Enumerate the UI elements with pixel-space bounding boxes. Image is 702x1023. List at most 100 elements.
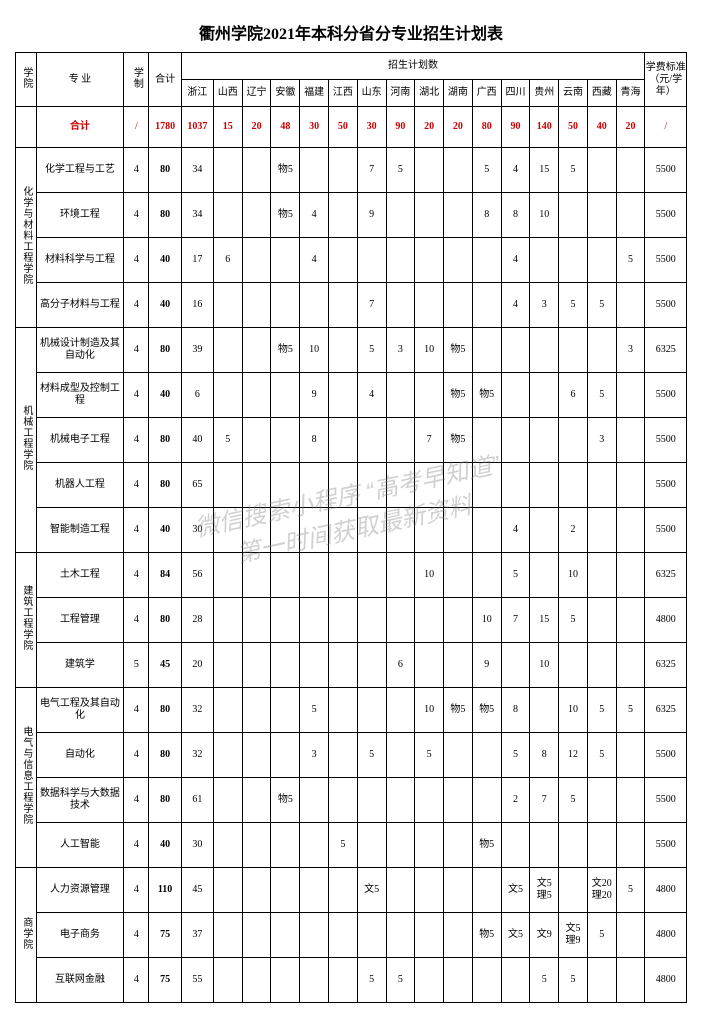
data-cell — [328, 778, 357, 823]
data-cell — [328, 373, 357, 418]
data-cell: 8 — [530, 733, 559, 778]
data-cell: 5 — [587, 913, 616, 958]
total-cell: 40 — [149, 283, 181, 328]
data-cell — [559, 823, 588, 868]
data-cell — [472, 778, 501, 823]
major-cell: 人工智能 — [36, 823, 123, 868]
data-cell: 物5 — [271, 778, 300, 823]
fee-cell: 5500 — [645, 733, 687, 778]
data-cell: 10 — [530, 193, 559, 238]
fee-cell: 4800 — [645, 598, 687, 643]
data-cell: 10 — [415, 328, 444, 373]
data-cell — [587, 598, 616, 643]
data-cell: 10 — [415, 553, 444, 598]
data-cell: 7 — [501, 598, 530, 643]
data-cell — [616, 373, 645, 418]
data-cell: 7 — [357, 283, 386, 328]
data-cell: 5 — [587, 373, 616, 418]
data-cell: 7 — [415, 418, 444, 463]
data-cell — [242, 958, 271, 1003]
data-cell: 30 — [181, 508, 213, 553]
major-cell: 机械电子工程 — [36, 418, 123, 463]
major-cell: 电子商务 — [36, 913, 123, 958]
fee-cell: 6325 — [645, 328, 687, 373]
data-cell — [328, 913, 357, 958]
data-cell — [444, 958, 473, 1003]
fee-cell: 6325 — [645, 688, 687, 733]
data-cell: 6 — [181, 373, 213, 418]
data-cell — [271, 643, 300, 688]
data-cell — [328, 868, 357, 913]
data-cell — [271, 508, 300, 553]
sum-cell: 20 — [444, 107, 473, 148]
total-cell: 40 — [149, 373, 181, 418]
data-cell — [530, 508, 559, 553]
sch-cell: 4 — [124, 328, 149, 373]
th-plan-group: 招生计划数 — [181, 53, 645, 80]
total-cell: 80 — [149, 598, 181, 643]
admissions-table: 学院 专 业 学制 合计 招生计划数 学费标准（元/学年） 浙江山西辽宁安徽福建… — [15, 52, 687, 1003]
total-cell: 40 — [149, 823, 181, 868]
data-cell: 物5 — [444, 328, 473, 373]
data-cell — [328, 688, 357, 733]
data-cell — [587, 553, 616, 598]
sch-cell: 4 — [124, 283, 149, 328]
data-cell — [213, 553, 242, 598]
sum-cell: 140 — [530, 107, 559, 148]
data-cell — [357, 598, 386, 643]
data-cell: 37 — [181, 913, 213, 958]
data-cell — [213, 643, 242, 688]
data-cell — [242, 688, 271, 733]
data-cell: 4 — [501, 508, 530, 553]
college-cell: 建筑工程学院 — [16, 553, 37, 688]
data-cell — [271, 283, 300, 328]
data-cell: 40 — [181, 418, 213, 463]
major-cell: 数据科学与大数据技术 — [36, 778, 123, 823]
data-cell: 7 — [530, 778, 559, 823]
major-cell: 机器人工程 — [36, 463, 123, 508]
total-cell: 80 — [149, 778, 181, 823]
data-cell — [415, 643, 444, 688]
data-cell: 5 — [386, 148, 415, 193]
data-cell: 8 — [501, 688, 530, 733]
data-cell: 5 — [300, 688, 329, 733]
data-cell: 文5理9 — [559, 913, 588, 958]
data-cell — [300, 553, 329, 598]
th-province: 云南 — [559, 80, 588, 107]
sch-cell: 4 — [124, 148, 149, 193]
data-cell — [357, 508, 386, 553]
data-cell — [444, 643, 473, 688]
sum-cell: 30 — [300, 107, 329, 148]
data-cell — [213, 913, 242, 958]
data-cell: 8 — [300, 418, 329, 463]
data-cell — [242, 373, 271, 418]
data-cell — [472, 283, 501, 328]
data-cell — [472, 868, 501, 913]
sum-cell: 90 — [386, 107, 415, 148]
data-cell — [444, 913, 473, 958]
data-cell — [300, 958, 329, 1003]
total-cell: 40 — [149, 238, 181, 283]
data-cell: 55 — [181, 958, 213, 1003]
data-cell: 物5 — [271, 193, 300, 238]
data-cell — [415, 958, 444, 1003]
data-cell — [242, 778, 271, 823]
data-cell — [472, 733, 501, 778]
sch-cell: 4 — [124, 733, 149, 778]
data-cell — [357, 463, 386, 508]
data-cell — [472, 958, 501, 1003]
sch-cell: 4 — [124, 463, 149, 508]
data-cell: 65 — [181, 463, 213, 508]
data-cell: 34 — [181, 148, 213, 193]
data-cell — [300, 823, 329, 868]
major-cell: 自动化 — [36, 733, 123, 778]
data-cell — [415, 598, 444, 643]
data-cell: 4 — [300, 238, 329, 283]
fee-cell: 4800 — [645, 958, 687, 1003]
data-cell: 文5 — [501, 868, 530, 913]
data-cell — [300, 148, 329, 193]
data-cell — [559, 328, 588, 373]
data-cell: 10 — [300, 328, 329, 373]
th-province: 安徽 — [271, 80, 300, 107]
data-cell: 5 — [559, 598, 588, 643]
